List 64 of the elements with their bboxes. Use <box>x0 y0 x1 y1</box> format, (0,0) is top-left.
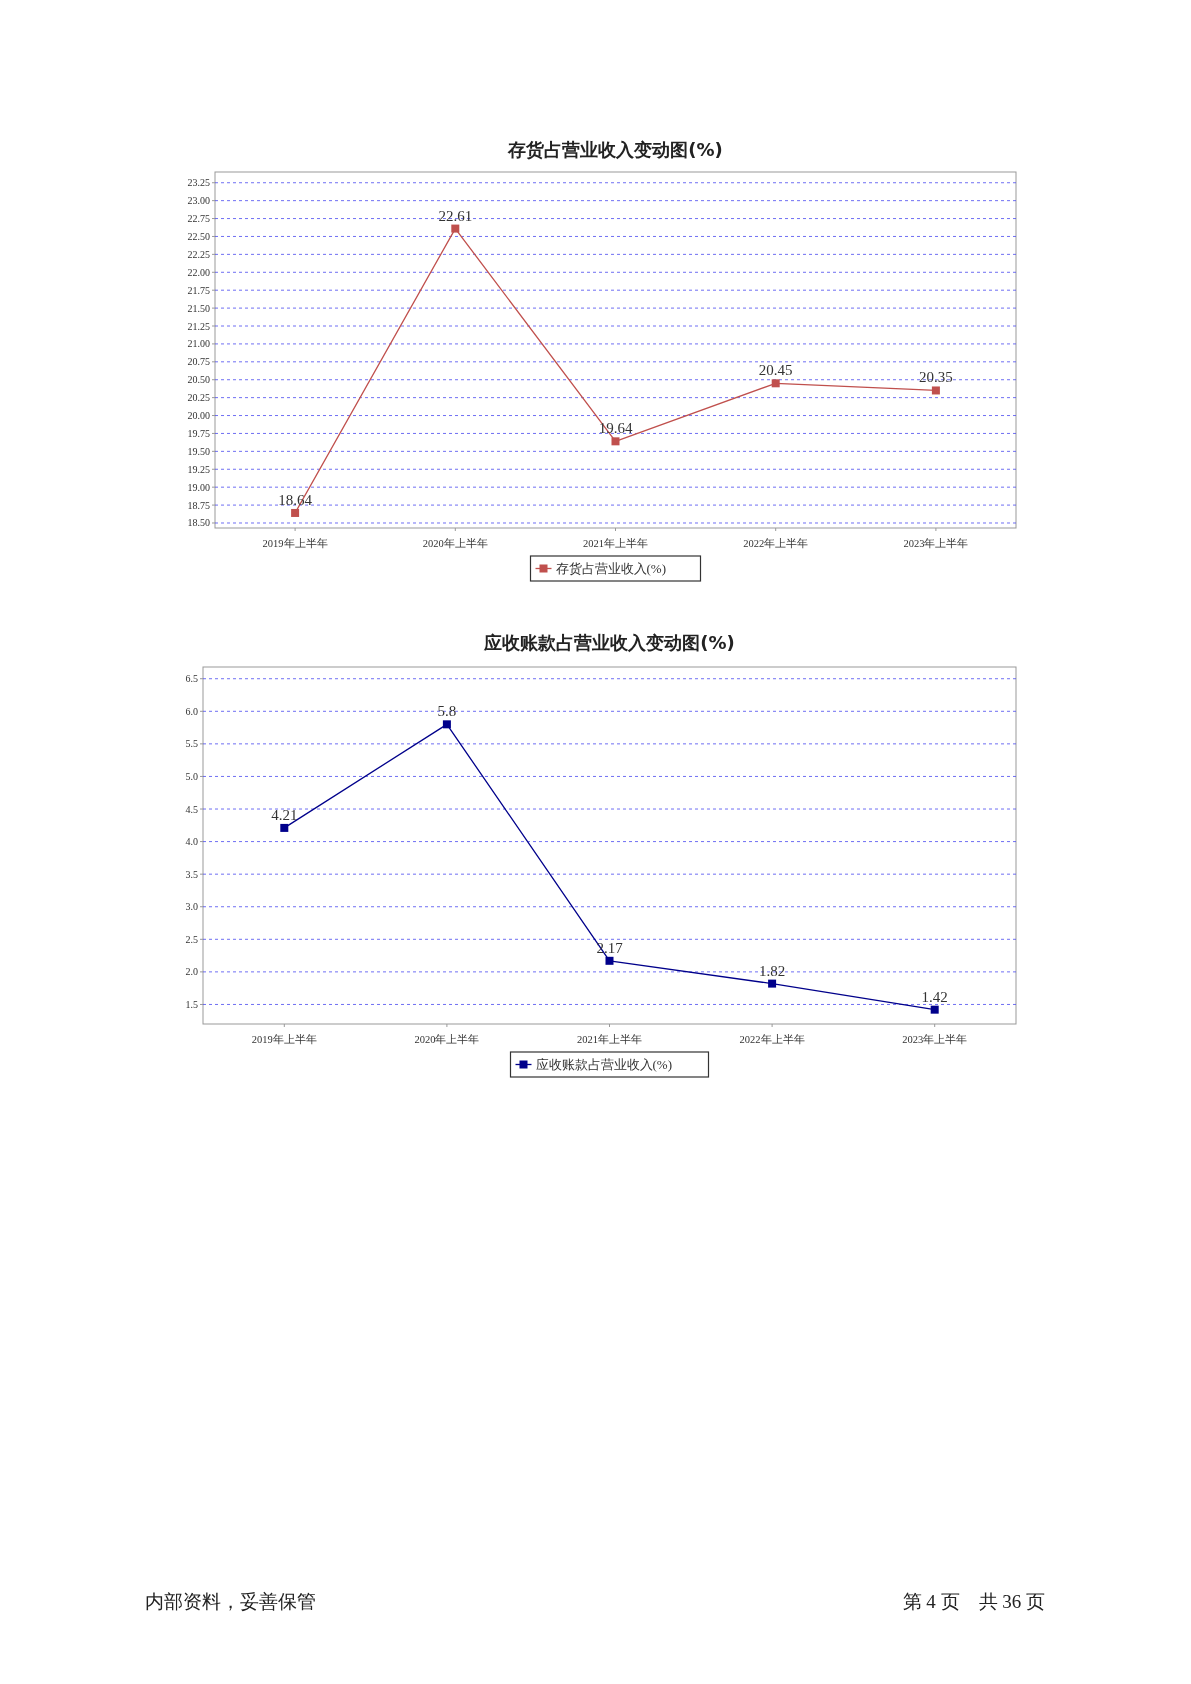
y-tick-label: 21.00 <box>187 338 210 350</box>
x-tick-label: 2023年上半年 <box>903 536 969 549</box>
chart-title: 应收账款占营业收入变动图(%) <box>483 632 735 653</box>
y-tick-label: 18.50 <box>187 517 210 529</box>
point <box>768 979 777 988</box>
y-tick-label: 4.0 <box>185 836 198 848</box>
legend-label: 存货占营业收入(%) <box>555 561 666 577</box>
point <box>280 823 289 832</box>
y-tick-label: 19.00 <box>187 481 210 493</box>
y-tick-label: 2.5 <box>185 933 198 945</box>
point <box>291 508 300 517</box>
y-tick-label: 18.75 <box>187 499 210 511</box>
y-tick-label: 1.5 <box>185 998 198 1010</box>
x-tick-label: 2022年上半年 <box>739 1032 805 1045</box>
y-tick-label: 21.50 <box>187 302 210 314</box>
y-tick-label: 2.0 <box>185 966 198 978</box>
data-label: 1.82 <box>758 962 786 979</box>
y-tick-label: 21.75 <box>187 284 210 296</box>
data-label: 20.35 <box>919 369 953 386</box>
point <box>451 224 460 233</box>
data-label: 5.8 <box>437 703 457 720</box>
x-tick-label: 2021年上半年 <box>583 536 648 549</box>
point <box>930 1005 939 1014</box>
y-tick-label: 3.5 <box>185 868 198 880</box>
y-tick-label: 19.75 <box>187 427 210 439</box>
point <box>605 956 614 965</box>
x-tick-label: 2020年上半年 <box>422 536 488 549</box>
x-tick-label: 2020年上半年 <box>414 1032 480 1045</box>
data-label: 20.45 <box>758 362 793 379</box>
point <box>442 720 451 729</box>
y-tick-label: 20.50 <box>187 374 210 386</box>
y-tick-label: 6.0 <box>185 705 198 717</box>
y-tick-label: 20.00 <box>187 410 210 422</box>
x-tick-label: 2022年上半年 <box>743 536 809 549</box>
text: 第 4 页 共 36 页 <box>902 1591 1045 1612</box>
data-label: 1.42 <box>921 988 948 1005</box>
y-tick-label: 19.50 <box>187 445 210 457</box>
y-tick-label: 20.25 <box>187 392 210 404</box>
y-tick-label: 22.25 <box>187 248 210 260</box>
y-tick-label: 4.5 <box>185 803 198 815</box>
y-tick-label: 20.75 <box>187 356 210 368</box>
y-tick-label: 23.25 <box>187 177 210 189</box>
y-tick-label: 23.00 <box>187 195 210 207</box>
y-tick-label: 22.75 <box>187 213 210 225</box>
y-tick-label: 5.0 <box>185 770 198 782</box>
y-tick-label: 19.25 <box>187 463 210 475</box>
x-tick-label: 2019年上半年 <box>251 1032 317 1045</box>
point <box>611 437 620 446</box>
x-tick-label: 2019年上半年 <box>262 536 328 549</box>
y-tick-label: 5.5 <box>185 738 198 750</box>
point <box>771 379 780 388</box>
legend-label: 应收账款占营业收入(%) <box>535 1057 672 1073</box>
point <box>931 386 940 395</box>
y-tick-label: 3.0 <box>185 901 198 913</box>
y-tick-label: 21.25 <box>187 320 210 332</box>
data-label: 22.61 <box>438 207 473 224</box>
y-tick-label: 22.00 <box>187 266 210 278</box>
x-tick-label: 2021年上半年 <box>577 1032 642 1045</box>
y-tick-label: 22.50 <box>187 230 210 242</box>
text: 内部资料，妥善保管 <box>145 1591 316 1612</box>
y-tick-label: 6.5 <box>185 673 198 685</box>
data-label: 4.21 <box>271 806 298 823</box>
chart-title: 存货占营业收入变动图(%) <box>507 139 723 160</box>
x-tick-label: 2023年上半年 <box>902 1032 968 1045</box>
